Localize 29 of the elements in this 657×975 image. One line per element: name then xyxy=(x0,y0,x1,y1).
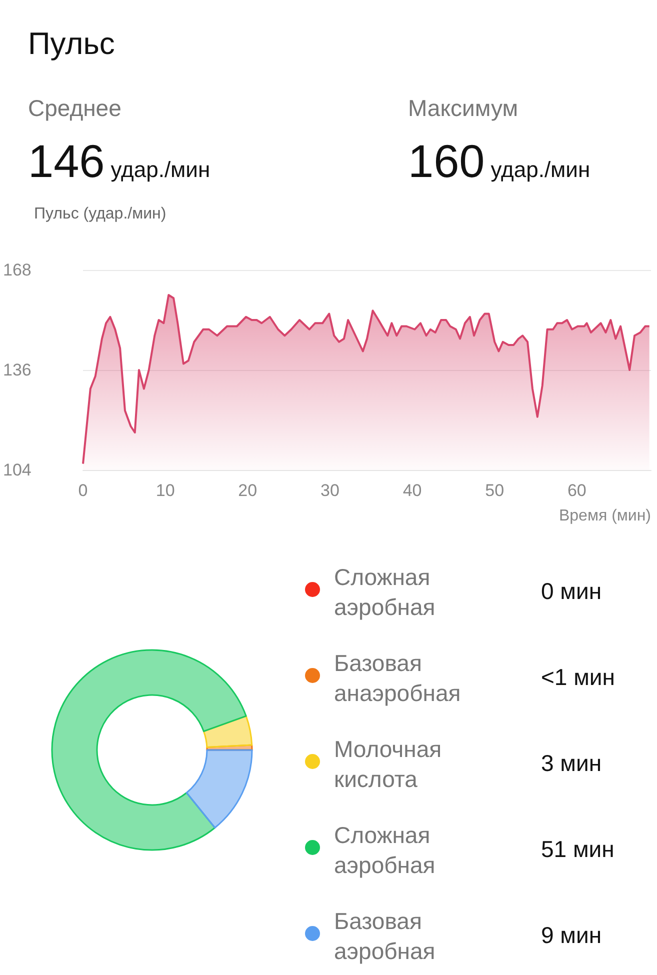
legend-label: Сложная аэробная xyxy=(334,563,436,622)
text: Среднее xyxy=(28,95,122,122)
legend-label: Базовая аэробная xyxy=(334,907,436,966)
x-tick-label: 60 xyxy=(567,481,586,500)
x-tick-label: 40 xyxy=(402,481,422,500)
data-label: 9 мин xyxy=(541,922,602,949)
legend-label: Базовая анаэробная xyxy=(334,649,462,708)
x-tick-label: 0 xyxy=(78,481,88,500)
y-axis-title: Пульс (удар./мин) xyxy=(34,206,166,222)
text: 146 xyxy=(28,135,105,187)
x-tick-label: 30 xyxy=(320,481,340,500)
text: 0 мин xyxy=(541,578,602,604)
data-label: <1 мин xyxy=(541,664,615,691)
x-tick-label: 50 xyxy=(485,481,504,500)
text: 160 xyxy=(408,135,485,187)
y-tick-label: 136 xyxy=(3,360,32,380)
data-label: 3 мин xyxy=(541,750,602,777)
data-label: 51 мин xyxy=(541,836,614,863)
legend-label: Молочная кислота xyxy=(334,735,443,794)
x-tick-label: 20 xyxy=(238,481,258,500)
legend-label: Сложная аэробная xyxy=(334,821,436,880)
text: Пульс xyxy=(28,26,115,62)
y-tick-label: 104 xyxy=(3,460,32,480)
text: удар./мин xyxy=(110,157,210,182)
text: удар./мин xyxy=(490,157,590,182)
y-tick-label: 168 xyxy=(3,260,32,280)
x-axis-title: Время (мин) xyxy=(558,508,651,524)
text: Максимум xyxy=(408,95,518,122)
x-tick-label: 10 xyxy=(156,481,175,500)
